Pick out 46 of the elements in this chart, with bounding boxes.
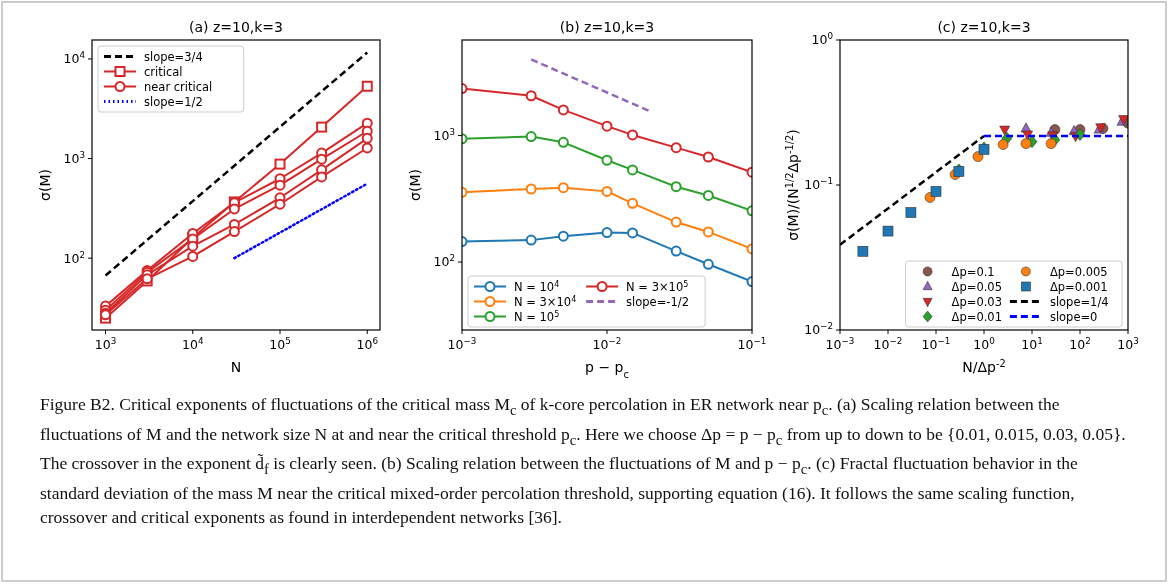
x-tick-label: 10$^{5}$ — [269, 336, 291, 352]
y-tick-label: 10$^{4}$ — [63, 50, 86, 67]
x-tick-label: 10$^{2}$ — [1069, 336, 1091, 352]
x-tick-label: 10$^{6}$ — [356, 336, 379, 352]
legend-label: Δp=0.005 — [1049, 264, 1108, 279]
y-axis-title: σ(M) — [37, 169, 53, 201]
x-tick-label: 10$^{3}$ — [1117, 336, 1139, 352]
y-tick-label: 10$^{3}$ — [63, 149, 85, 166]
x-axis-title: N — [230, 359, 242, 375]
legend-label: Δp=0.001 — [1049, 279, 1108, 294]
x-tick-label: 10$^{−3}$ — [447, 336, 477, 352]
x-tick-label: 10$^{−2}$ — [592, 336, 622, 352]
x-tick-label: 10$^{1}$ — [1021, 336, 1043, 352]
legend-label: N = 10$^{4}$ — [514, 279, 560, 294]
legend-label: near critical — [144, 79, 213, 94]
legend-label: Δp=0.1 — [951, 264, 995, 279]
y-tick-label: 10$^{−2}$ — [804, 321, 833, 338]
legend-label: N = 3×10$^{4}$ — [514, 294, 577, 309]
x-tick-label: 10$^{−1}$ — [921, 336, 951, 352]
y-axis-title: σ(M) — [407, 169, 423, 201]
legend-label: slope=3/4 — [144, 49, 203, 64]
y-tick-label: 10$^{2}$ — [63, 249, 85, 266]
x-tick-label: 10$^{−2}$ — [873, 336, 903, 352]
legend-label: critical — [144, 64, 183, 79]
x-tick-label: 10$^{−1}$ — [737, 336, 767, 352]
chart-title: (c) z=10,k=3 — [937, 19, 1031, 35]
x-tick-label: 10$^{−3}$ — [825, 336, 855, 352]
legend-label: Δp=0.05 — [951, 279, 1003, 294]
legend-label: N = 10$^{5}$ — [514, 309, 560, 324]
chart-title: (b) z=10,k=3 — [559, 19, 655, 35]
y-tick-label: 10$^{−1}$ — [804, 176, 833, 193]
legend-label: slope=1/2 — [144, 94, 203, 109]
x-tick-label: 10$^{3}$ — [94, 336, 117, 352]
x-tick-label: 10$^{0}$ — [973, 336, 995, 352]
legend-label: N = 3×10$^{5}$ — [626, 279, 689, 294]
legend-label: slope=-1/2 — [626, 294, 689, 309]
x-axis-title: N/Δp$^{-2}$ — [962, 357, 1006, 375]
legend-label: Δp=0.03 — [951, 294, 1003, 309]
legend-label: slope=1/4 — [1049, 294, 1109, 309]
legend-label: slope=0 — [1049, 309, 1098, 324]
text: Figure B2. Critical exponents of fluctuations of the critical mass M$_{c}$ of k-core percolation in ER network near p$_{c}$. (a) Scaling relation between the fluctuations of M and the network size N at and near the critical threshold p$_{c}$. Here we choose Δp = p − p$_{c}$ from up to down to be {0.01, 0.015, 0.03, 0.05}. The crossover in the exponent d̃$_{f}$ is clearly seen. (b) Scaling relation between the fluctuations of M and p − p$_{c}$. (c) Fractal fluctuation behavior in the standard deviation of the mass M near the critical mixed-order percolation threshold, supporting equation (16). It follows the same scaling function, crossover and critical exponents as found in interdependent networks [36]. — [40, 394, 1126, 527]
x-axis-title: p − p$_{c}$ — [585, 359, 629, 380]
y-tick-label: 10$^{0}$ — [811, 31, 833, 48]
chart-title: (a) z=10,k=3 — [188, 19, 284, 35]
x-tick-label: 10$^{4}$ — [182, 336, 204, 352]
legend-label: Δp=0.01 — [951, 309, 1003, 324]
